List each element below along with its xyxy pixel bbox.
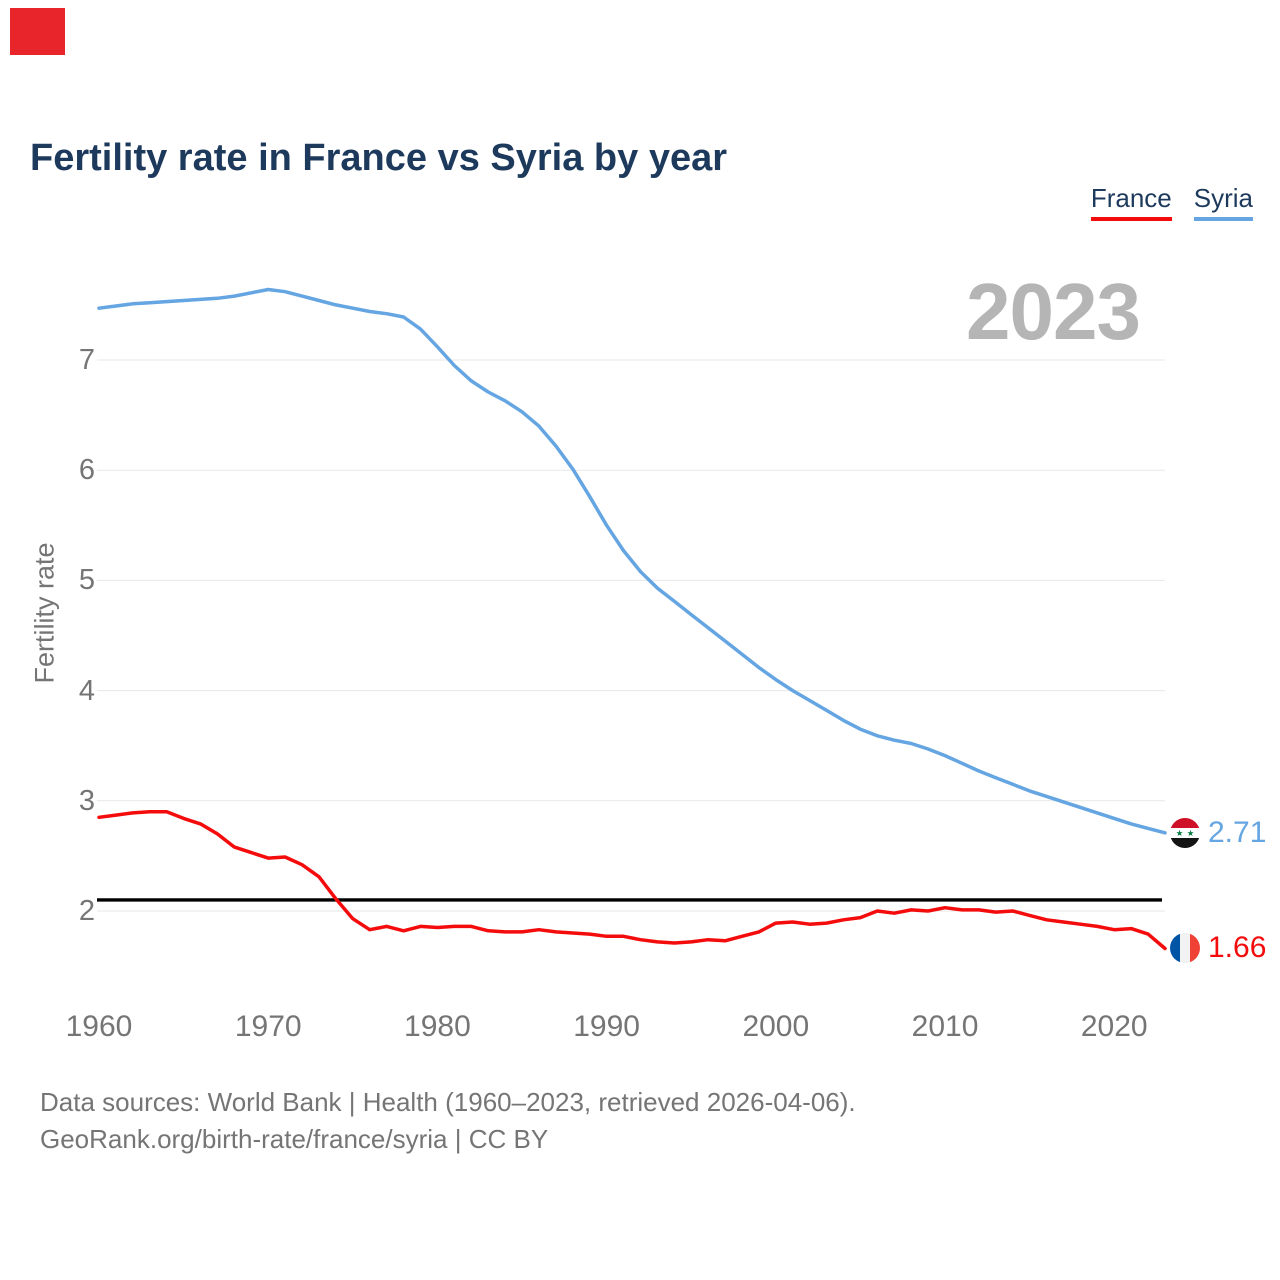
page-title: Fertility rate in France vs Syria by yea…	[30, 137, 728, 180]
france-end-value: 1.66	[1208, 931, 1267, 965]
syria-flag-star: ★	[1176, 828, 1184, 838]
syria-flag-star: ★	[1187, 828, 1195, 838]
y-tick-label: 2	[78, 895, 95, 927]
series-line-syria	[97, 287, 1167, 835]
x-tick-label: 2010	[911, 1010, 979, 1043]
x-tick-label: 1970	[234, 1010, 302, 1043]
syria-flag-icon: ★ ★	[1170, 817, 1200, 848]
footer: Data sources: World Bank | Health (1960–…	[40, 1084, 856, 1158]
legend: France Syria	[1090, 184, 1253, 221]
y-tick-label: 6	[78, 454, 95, 487]
footer-sources: Data sources: World Bank | Health (1960–…	[40, 1087, 856, 1117]
footer-link: GeoRank.org/birth-rate/france/syria | CC…	[40, 1124, 549, 1154]
syria-end-value: 2.71	[1208, 815, 1267, 849]
y-tick-label: 7	[78, 344, 95, 376]
series-line-france	[97, 810, 1167, 951]
france-end-label: 1.66	[1170, 931, 1266, 965]
y-tick-label: 3	[78, 784, 95, 817]
legend-item-france[interactable]: France	[1090, 184, 1172, 221]
x-tick-label: 1960	[65, 1010, 133, 1043]
y-tick-label: 4	[78, 674, 95, 707]
syria-end-label: ★ ★ 2.71	[1170, 816, 1266, 850]
x-tick-label: 2000	[742, 1010, 810, 1043]
year-watermark: 2023	[966, 267, 1141, 356]
france-flag-icon	[1170, 933, 1200, 964]
legend-item-syria[interactable]: Syria	[1193, 184, 1253, 221]
x-tick-label: 1990	[573, 1010, 640, 1043]
red-rectangle-marker	[10, 8, 65, 55]
x-tick-label: 2020	[1080, 1010, 1148, 1043]
y-tick-label: 5	[78, 564, 95, 597]
x-tick-label: 1980	[404, 1010, 471, 1043]
